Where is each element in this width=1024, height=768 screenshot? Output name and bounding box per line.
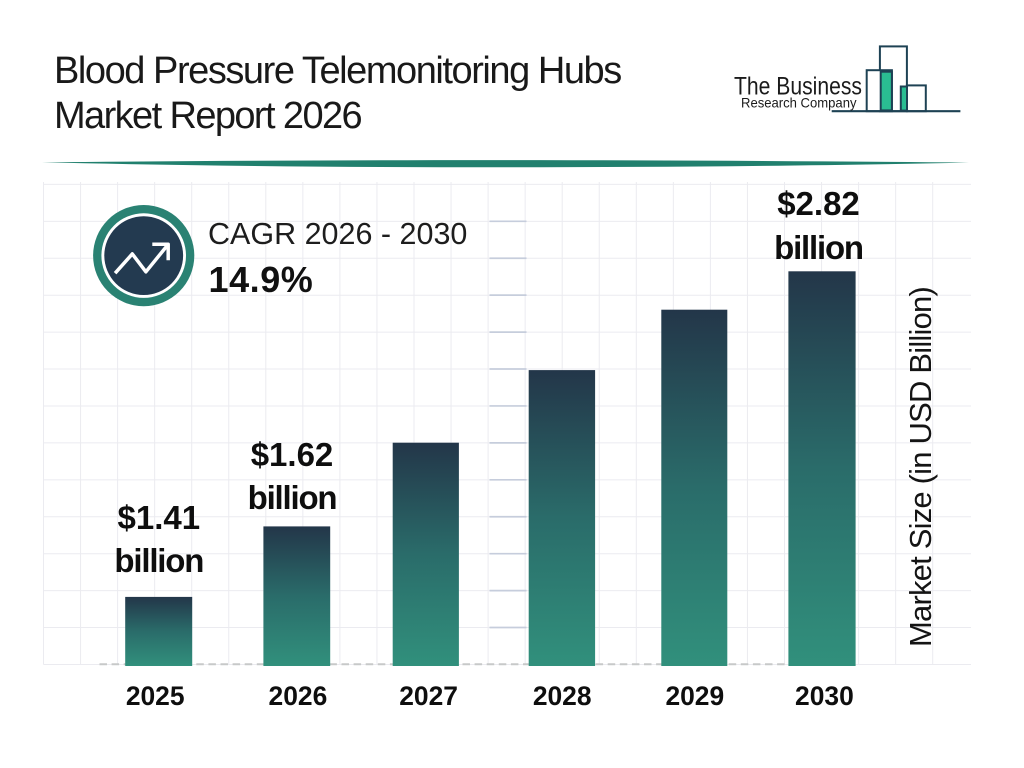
svg-text:Research Company: Research Company [741,95,857,111]
svg-text:The Business: The Business [734,73,862,101]
